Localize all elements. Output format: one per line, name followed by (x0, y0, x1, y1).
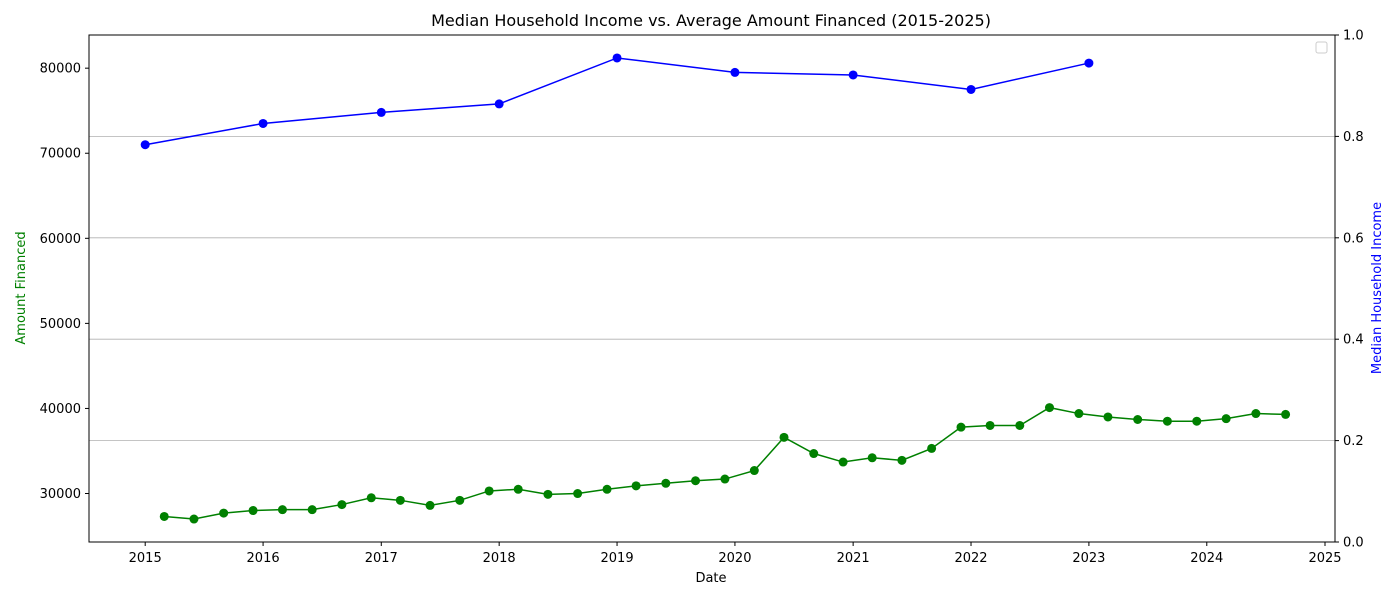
y-right-tick-label: 1.0 (1343, 29, 1364, 44)
data-point (425, 500, 435, 510)
data-point (277, 505, 287, 515)
data-point (838, 457, 848, 467)
data-point (189, 514, 199, 524)
data-point (897, 455, 907, 465)
plot-frame (88, 34, 1336, 543)
x-tick-label: 2023 (1072, 551, 1105, 566)
axes-layer (88, 34, 1336, 543)
data-point (966, 84, 976, 94)
data-point (1103, 412, 1113, 422)
y-right-tick-label: 0.2 (1343, 434, 1364, 449)
data-point (691, 476, 701, 486)
data-point (730, 67, 740, 77)
data-point (1044, 403, 1054, 413)
data-point (219, 508, 229, 518)
data-point (455, 495, 465, 505)
data-point (1192, 416, 1202, 426)
y-right-tick-label: 0.6 (1343, 231, 1364, 246)
y-right-tick-label: 0.4 (1343, 333, 1364, 348)
chart-title: Median Household Income vs. Average Amou… (431, 11, 991, 30)
data-point (543, 489, 553, 499)
grid-layer (89, 34, 1335, 543)
x-tick-label: 2025 (1308, 551, 1341, 566)
y-left-tick-label: 80000 (40, 62, 81, 77)
data-point (1221, 414, 1231, 424)
x-tick-label: 2020 (718, 551, 751, 566)
data-point (248, 506, 258, 516)
x-tick-label: 2016 (247, 551, 280, 566)
data-point (513, 484, 523, 494)
data-point (1251, 409, 1261, 419)
data-point (484, 486, 494, 496)
data-point (779, 432, 789, 442)
data-point (631, 481, 641, 491)
data-point (848, 70, 858, 80)
data-point (1133, 415, 1143, 425)
right-axis-title: Median Household Income (1370, 202, 1385, 374)
data-point (159, 511, 169, 521)
data-point (985, 420, 995, 430)
data-point (1074, 409, 1084, 419)
x-tick-label: 2017 (365, 551, 398, 566)
y-right-tick-label: 0.8 (1343, 130, 1364, 145)
x-tick-label: 2018 (483, 551, 516, 566)
y-right-tick-label: 0.0 (1343, 536, 1364, 551)
data-point (1084, 58, 1094, 68)
data-point (661, 478, 671, 488)
data-point (927, 443, 937, 453)
data-point (376, 107, 386, 117)
x-axis-title: Date (695, 571, 726, 586)
data-point (395, 495, 405, 505)
data-point (337, 500, 347, 510)
data-point (612, 53, 622, 63)
y-left-tick-label: 70000 (40, 147, 81, 162)
data-point (573, 489, 583, 499)
data-point (956, 422, 966, 432)
x-tick-label: 2021 (837, 551, 870, 566)
y-left-tick-label: 30000 (40, 487, 81, 502)
y-left-tick-label: 50000 (40, 317, 81, 332)
data-point (366, 493, 376, 503)
series-line (145, 57, 1090, 146)
ticks-layer: 2015 2016 2017 2018 2019 2020 2021 2022 2023 2024… (40, 29, 1364, 567)
data-point (1281, 409, 1291, 419)
x-tick-label: 2022 (954, 551, 987, 566)
data-point (140, 140, 150, 150)
data-point (720, 474, 730, 484)
data-point (867, 453, 877, 463)
left-axis-title: Amount Financed (14, 231, 29, 344)
data-point (1015, 420, 1025, 430)
data-point (307, 505, 317, 515)
data-point (1162, 416, 1172, 426)
x-tick-label: 2019 (601, 551, 634, 566)
series-layer (140, 53, 1291, 524)
x-tick-label: 2015 (129, 551, 162, 566)
data-point (809, 449, 819, 459)
data-point (258, 118, 268, 128)
data-point (749, 466, 759, 476)
data-point (494, 99, 504, 109)
series-line (164, 406, 1286, 520)
x-tick-label: 2024 (1190, 551, 1223, 566)
legend-box (1315, 41, 1328, 54)
y-left-tick-label: 60000 (40, 232, 81, 247)
y-left-tick-label: 40000 (40, 402, 81, 417)
data-point (602, 484, 612, 494)
